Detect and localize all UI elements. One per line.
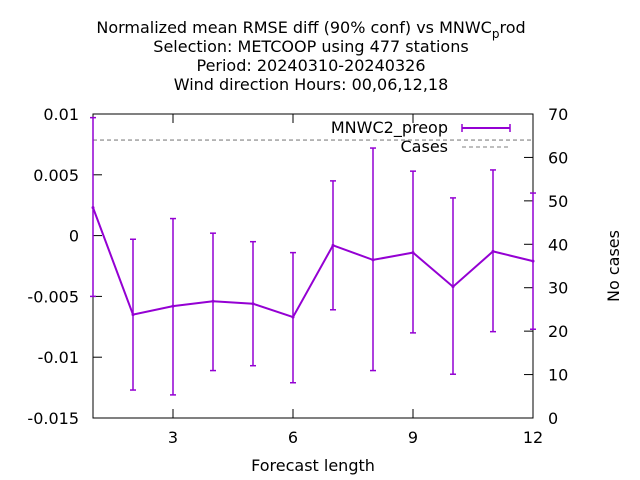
y2-tick-label: 40 (548, 235, 568, 254)
x-axis-label: Forecast length (251, 456, 375, 475)
title-line-4: Wind direction Hours: 00,06,12,18 (174, 75, 449, 94)
y-tick-label: 0.01 (43, 105, 79, 124)
data-point (411, 251, 415, 255)
x-tick-label: 12 (523, 428, 543, 447)
x-tick-label: 9 (408, 428, 418, 447)
y-tick-label: 0 (69, 227, 79, 246)
data-point (291, 315, 295, 319)
x-tick-label: 3 (168, 428, 178, 447)
y2-tick-label: 50 (548, 192, 568, 211)
y2-tick-label: 30 (548, 279, 568, 298)
data-point (211, 299, 215, 303)
x-tick-label: 6 (288, 428, 298, 447)
chart-title: Normalized mean RMSE diff (90% conf) vs … (96, 18, 525, 94)
legend-label-mnwc2-preop: MNWC2_preop (331, 118, 448, 138)
axis-ticks: 0.01 0.005 0 -0.005 -0.01 -0.015 3 6 9 12 0 10 20 30 4… (27, 105, 568, 447)
data-point (371, 258, 375, 262)
data-point (91, 206, 95, 210)
y2-tick-label: 10 (548, 366, 568, 385)
title-line-3: Period: 20240310-20240326 (196, 56, 425, 75)
y2-axis-label: No cases (604, 230, 623, 302)
data-point (491, 249, 495, 253)
data-point (251, 302, 255, 306)
data-point (171, 304, 175, 308)
data-point (531, 259, 535, 263)
data-point (331, 243, 335, 247)
data-point (131, 313, 135, 317)
y-tick-label: -0.015 (27, 409, 79, 428)
title-line-2: Selection: METCOOP using 477 stations (153, 37, 468, 56)
legend-label-cases: Cases (401, 137, 449, 156)
plot-frame (92, 113, 534, 419)
y-tick-label: -0.005 (27, 287, 79, 306)
y2-tick-label: 60 (548, 148, 568, 167)
y2-tick-label: 0 (548, 409, 558, 428)
mnwc2-preop-series (90, 116, 536, 396)
y-tick-label: 0.005 (33, 166, 79, 185)
y2-tick-label: 70 (548, 105, 568, 124)
series-line (92, 207, 534, 319)
title-line-1: Normalized mean RMSE diff (90% conf) vs … (96, 18, 525, 41)
y-tick-label: -0.01 (38, 348, 79, 367)
y2-tick-label: 20 (548, 322, 568, 341)
data-point (451, 285, 455, 289)
